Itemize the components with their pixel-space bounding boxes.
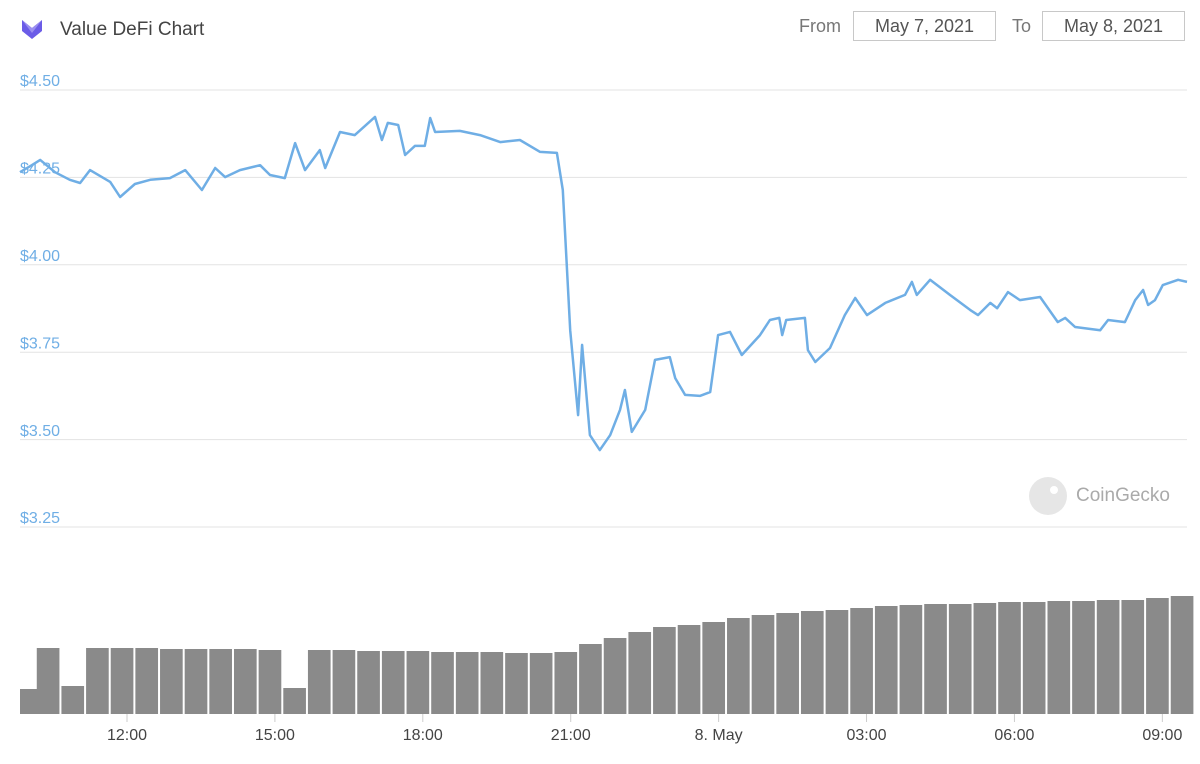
from-date[interactable]: May 7, 2021 (853, 11, 996, 41)
volume-bar (480, 652, 504, 714)
volume-bar (924, 604, 947, 714)
volume-bar (677, 625, 701, 714)
volume-bar (529, 653, 553, 714)
volume-bar (36, 648, 60, 714)
volume-bar (307, 650, 331, 714)
watermark-eye (1050, 486, 1058, 494)
price-line (19, 115, 1188, 452)
volume-bar (727, 618, 750, 714)
volume-bar (406, 651, 430, 714)
volume-bar (874, 606, 898, 714)
volume-bar (381, 651, 405, 714)
volume-bar (209, 649, 232, 714)
volume-bar (1146, 598, 1169, 714)
volume-bar (61, 686, 85, 714)
volume-bar (160, 649, 183, 714)
volume-bar (579, 644, 602, 714)
logo-highlight (22, 20, 42, 33)
x-tick-label: 15:00 (255, 727, 295, 744)
x-tick-label: 12:00 (107, 727, 147, 744)
y-tick-label: $3.25 (20, 510, 60, 527)
volume-bar (258, 650, 282, 714)
volume-bar (1047, 601, 1071, 714)
volume-bar (948, 604, 972, 714)
volume-bar (1170, 596, 1194, 714)
watermark: CoinGecko (1076, 485, 1170, 506)
volume-bar (455, 652, 479, 714)
watermark-logo (1029, 477, 1067, 515)
x-tick-label: 09:00 (1142, 727, 1182, 744)
to-label: To (1012, 16, 1032, 36)
volume-bar (998, 602, 1021, 714)
volume-bar (233, 649, 257, 714)
volume-bar (899, 605, 923, 714)
volume-bar (135, 648, 159, 714)
volume-bar (1022, 602, 1046, 714)
volume-bar (653, 627, 676, 714)
volume-bar (800, 611, 824, 714)
x-tick-label: 03:00 (847, 727, 887, 744)
volume-bar (332, 650, 356, 714)
y-tick-label: $4.00 (20, 248, 60, 265)
y-tick-label: $4.50 (20, 73, 60, 90)
volume-bar (554, 652, 578, 714)
volume-bar (110, 648, 134, 714)
x-tick-label: 8. May (695, 727, 743, 744)
volume-bar (825, 610, 849, 714)
volume-bar (751, 615, 775, 714)
from-label: From (799, 16, 841, 36)
volume-bar (603, 638, 627, 714)
volume-bar (1121, 600, 1145, 714)
volume-bar (973, 603, 997, 714)
y-tick-label: $3.75 (20, 335, 60, 352)
volume-bar (184, 649, 208, 714)
y-tick-label: $3.50 (20, 423, 60, 440)
volume-bar (628, 632, 652, 714)
volume-bar (702, 622, 726, 714)
x-tick-label: 06:00 (994, 727, 1034, 744)
to-date[interactable]: May 8, 2021 (1042, 11, 1185, 41)
volume-bar (505, 653, 528, 714)
volume-bar (431, 652, 454, 714)
volume-bar (1096, 600, 1120, 714)
volume-bar (850, 608, 873, 714)
x-tick-label: 18:00 (403, 727, 443, 744)
volume-bar (283, 688, 306, 714)
volume-bar (357, 651, 380, 714)
chart-title: Value DeFi Chart (60, 19, 205, 40)
volume-bar (1072, 601, 1095, 714)
volume-bar (776, 613, 799, 714)
x-tick-label: 21:00 (551, 727, 591, 744)
volume-bar (86, 648, 109, 714)
